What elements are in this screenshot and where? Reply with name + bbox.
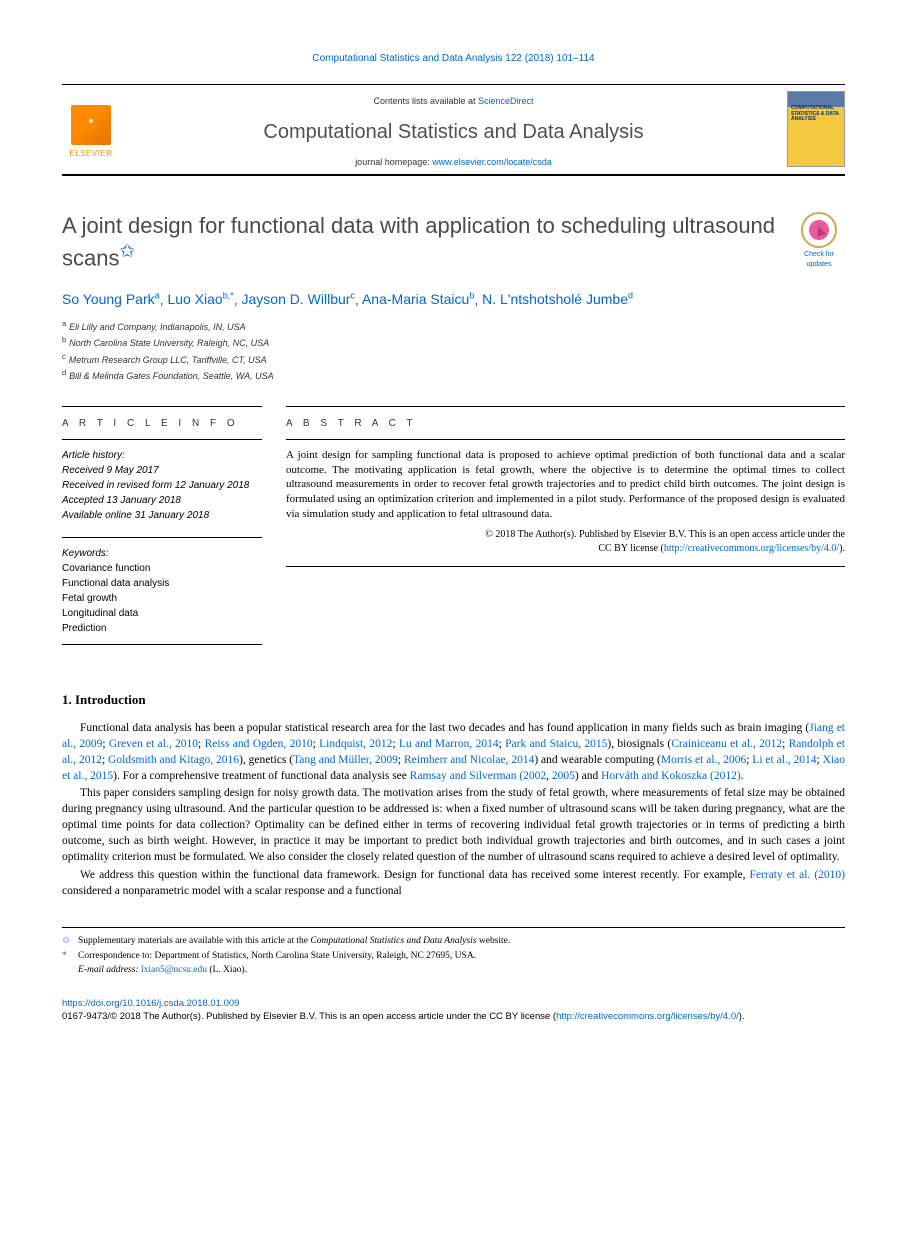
- citation-link[interactable]: Tang and Müller, 2009: [293, 754, 398, 766]
- section-number: 1.: [62, 692, 72, 707]
- citation-link[interactable]: Reimherr and Nicolae, 2014: [404, 754, 534, 766]
- section-title: Introduction: [75, 692, 146, 707]
- keywords-label: Keywords:: [62, 546, 262, 561]
- keyword: Functional data analysis: [62, 576, 262, 591]
- body-paragraph: We address this question within the func…: [62, 868, 845, 900]
- citation-link[interactable]: Li et al., 2014: [752, 754, 816, 766]
- citation-link[interactable]: Park and Staicu, 2015: [505, 738, 607, 750]
- history-item: Available online 31 January 2018: [62, 508, 262, 523]
- article-info-column: A R T I C L E I N F O Article history: R…: [62, 406, 262, 645]
- article-title: A joint design for functional data with …: [62, 212, 845, 271]
- journal-cover[interactable]: COMPUTATIONAL STATISTICS & DATA ANALYSIS: [783, 85, 845, 174]
- history-item: Received 9 May 2017: [62, 463, 262, 478]
- homepage-line: journal homepage: www.elsevier.com/locat…: [132, 156, 775, 169]
- homepage-prefix: journal homepage:: [355, 157, 432, 167]
- history-item: Accepted 13 January 2018: [62, 493, 262, 508]
- abstract-body: A joint design for sampling functional d…: [286, 439, 845, 567]
- sciencedirect-link[interactable]: ScienceDirect: [478, 96, 534, 106]
- citation-link[interactable]: Morris et al., 2006: [661, 754, 746, 766]
- footnotes: ✩ Supplementary materials are available …: [62, 927, 845, 977]
- footnote-mark-blank: [62, 963, 78, 977]
- footnote: E-mail address: lxiao5@ncsu.edu (L. Xiao…: [62, 963, 845, 977]
- header-citation: Computational Statistics and Data Analys…: [62, 52, 845, 66]
- abstract-heading: A B S T R A C T: [286, 406, 845, 439]
- footnote-mark-asterisk: *: [62, 949, 78, 963]
- title-text: A joint design for functional data with …: [62, 213, 775, 270]
- keywords-block: Keywords: Covariance function Functional…: [62, 537, 262, 645]
- journal-header-box: ELSEVIER Contents lists available at Sci…: [62, 84, 845, 176]
- footer-copyright: 0167-9473/© 2018 The Author(s). Publishe…: [62, 1010, 845, 1023]
- affiliations: aEli Lilly and Company, Indianapolis, IN…: [62, 318, 845, 384]
- doi-link[interactable]: https://doi.org/10.1016/j.csda.2018.01.0…: [62, 997, 845, 1010]
- email-label: E-mail address:: [78, 965, 141, 975]
- cc-license-link[interactable]: http://creativecommons.org/licenses/by/4…: [664, 543, 839, 554]
- check-updates-badge[interactable]: Check for updates: [793, 212, 845, 270]
- citation-link[interactable]: 2005: [552, 770, 575, 782]
- citation-link[interactable]: Ferraty et al. (2010): [750, 869, 845, 881]
- article-history: Article history: Received 9 May 2017 Rec…: [62, 439, 262, 537]
- author[interactable]: N. L'ntshotsholé Jumbed: [482, 291, 633, 307]
- affiliation: cMetrum Research Group LLC, Tariffville,…: [62, 351, 845, 368]
- authors-list: So Young Parka, Luo Xiaob,*, Jayson D. W…: [62, 290, 845, 310]
- title-footnote-star[interactable]: ✩: [119, 240, 134, 261]
- body-paragraph: Functional data analysis has been a popu…: [62, 721, 845, 784]
- citation-link[interactable]: Horváth and Kokoszka (2012): [601, 770, 741, 782]
- check-updates-label: Check for updates: [793, 250, 845, 270]
- article-info-heading: A R T I C L E I N F O: [62, 406, 262, 439]
- author[interactable]: Luo Xiaob,*: [167, 291, 233, 307]
- keyword: Prediction: [62, 621, 262, 636]
- keyword: Longitudinal data: [62, 606, 262, 621]
- check-updates-icon: [801, 212, 837, 248]
- elsevier-label: ELSEVIER: [69, 148, 112, 159]
- homepage-link[interactable]: www.elsevier.com/locate/csda: [432, 157, 552, 167]
- citation-link[interactable]: Lu and Marron, 2014: [399, 738, 499, 750]
- cover-thumbnail: COMPUTATIONAL STATISTICS & DATA ANALYSIS: [787, 91, 845, 167]
- keyword: Fetal growth: [62, 591, 262, 606]
- contents-prefix: Contents lists available at: [373, 96, 478, 106]
- history-label: Article history:: [62, 448, 262, 463]
- author[interactable]: Ana-Maria Staicub: [362, 291, 474, 307]
- email-link[interactable]: lxiao5@ncsu.edu: [141, 965, 207, 975]
- citation-link[interactable]: Ramsay and Silverman (2002: [410, 770, 546, 782]
- author[interactable]: Jayson D. Willburc: [242, 291, 355, 307]
- affiliation: aEli Lilly and Company, Indianapolis, IN…: [62, 318, 845, 335]
- citation-link[interactable]: Crainiceanu et al., 2012: [671, 738, 782, 750]
- footnote: ✩ Supplementary materials are available …: [62, 934, 845, 948]
- affiliation: bNorth Carolina State University, Raleig…: [62, 334, 845, 351]
- citation-link[interactable]: Reiss and Ogden, 2010: [205, 738, 313, 750]
- body-paragraph: This paper considers sampling design for…: [62, 786, 845, 865]
- elsevier-logo[interactable]: ELSEVIER: [62, 85, 124, 174]
- footnote-mark-star: ✩: [62, 934, 78, 948]
- elsevier-tree-icon: [71, 105, 111, 145]
- affiliation: dBill & Melinda Gates Foundation, Seattl…: [62, 367, 845, 384]
- keyword: Covariance function: [62, 561, 262, 576]
- abstract-copyright: © 2018 The Author(s). Published by Elsev…: [286, 528, 845, 556]
- citation-link[interactable]: Goldsmith and Kitago, 2016: [108, 754, 239, 766]
- contents-line: Contents lists available at ScienceDirec…: [132, 95, 775, 108]
- history-item: Received in revised form 12 January 2018: [62, 478, 262, 493]
- section-heading: 1. Introduction: [62, 691, 845, 709]
- abstract-text: A joint design for sampling functional d…: [286, 449, 845, 520]
- journal-name: Computational Statistics and Data Analys…: [132, 118, 775, 146]
- footer-cc-link[interactable]: http://creativecommons.org/licenses/by/4…: [556, 1011, 739, 1022]
- author[interactable]: So Young Parka: [62, 291, 160, 307]
- abstract-column: A B S T R A C T A joint design for sampl…: [286, 406, 845, 645]
- citation-link[interactable]: Greven et al., 2010: [109, 738, 198, 750]
- citation-link[interactable]: Lindquist, 2012: [319, 738, 392, 750]
- footnote: * Correspondence to: Department of Stati…: [62, 949, 845, 963]
